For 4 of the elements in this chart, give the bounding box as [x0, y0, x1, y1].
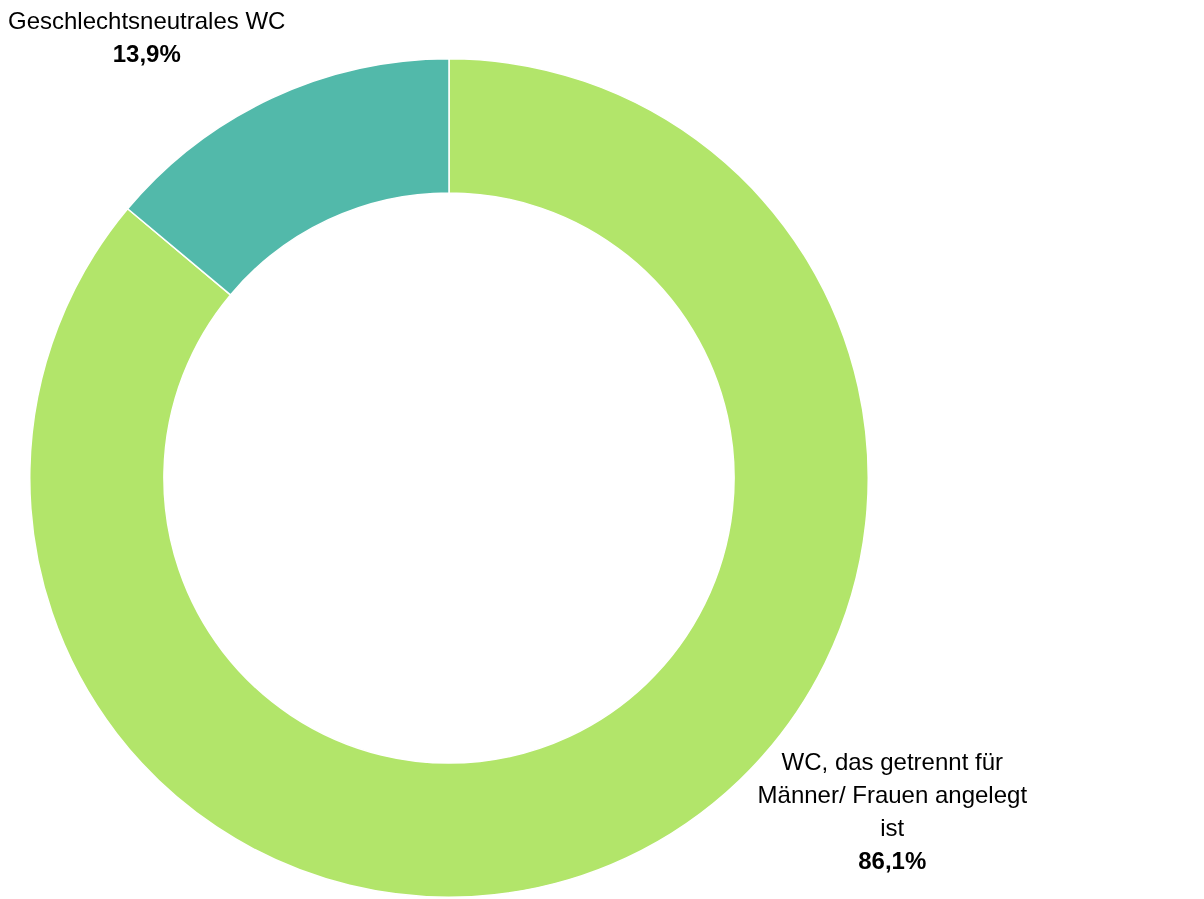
slice-label: Geschlechtsneutrales WC	[7, 6, 286, 34]
slice-label: WC, das getrennt für Männer/ Frauen angelegt ist	[757, 747, 1028, 841]
data-label: 86,1%	[858, 846, 927, 874]
data-label: 13,9%	[112, 39, 181, 67]
